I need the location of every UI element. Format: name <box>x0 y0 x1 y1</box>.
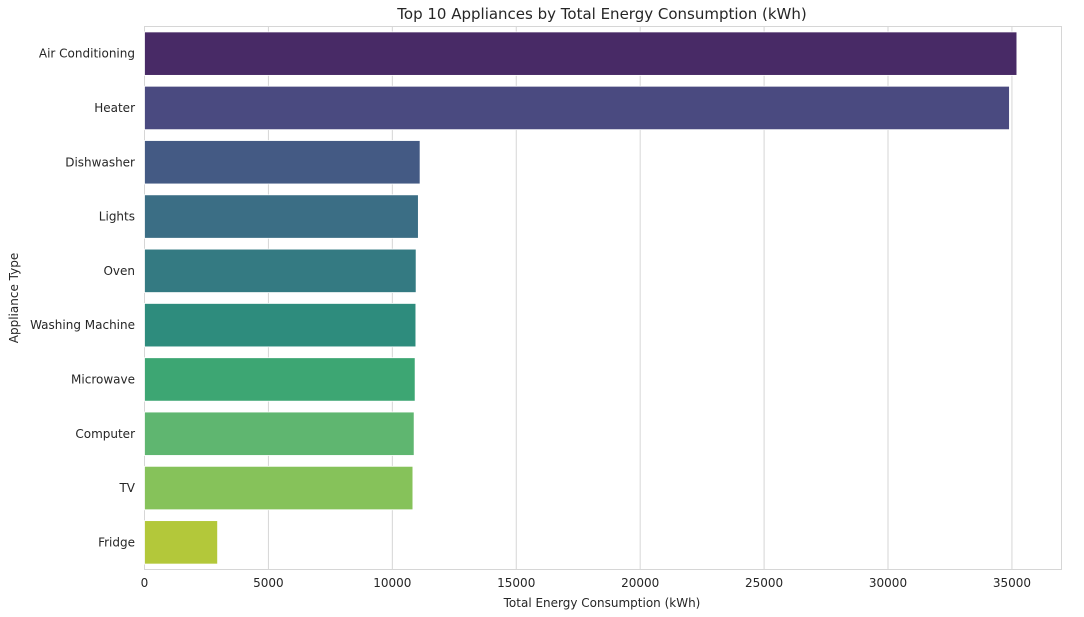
bar-computer <box>144 411 415 456</box>
y-tick-label: Washing Machine <box>30 318 135 332</box>
y-tick-label: Heater <box>94 101 135 115</box>
x-tick-label: 15000 <box>497 576 535 590</box>
x-tick-label: 30000 <box>869 576 907 590</box>
bar-dishwasher <box>144 140 421 185</box>
bar-tv <box>144 465 414 511</box>
bar-oven <box>144 248 417 293</box>
bar-washing-machine <box>144 303 417 348</box>
x-tick-labels: 0 5000 10000 15000 20000 25000 30000 35000 <box>141 576 1031 590</box>
y-tick-label: Oven <box>103 264 135 278</box>
bar-air-conditioning <box>144 31 1018 76</box>
plot-frame <box>144 26 1062 570</box>
y-tick-label: Lights <box>99 210 135 224</box>
bars <box>144 31 1018 565</box>
chart-title: Top 10 Appliances by Total Energy Consum… <box>396 5 806 23</box>
y-tick-label: Microwave <box>71 372 135 386</box>
x-tick-label: 10000 <box>373 576 411 590</box>
y-tick-label: Computer <box>75 427 135 441</box>
x-tick-label: 35000 <box>993 576 1031 590</box>
x-tick-label: 25000 <box>745 576 783 590</box>
x-tick-label: 0 <box>141 576 149 590</box>
y-axis-label: Appliance Type <box>7 253 21 343</box>
y-tick-label: Dishwasher <box>65 155 135 169</box>
x-tick-label: 20000 <box>621 576 659 590</box>
bar-lights <box>144 194 419 239</box>
bar-microwave <box>144 357 416 402</box>
bar-fridge <box>144 520 219 565</box>
x-axis-label: Total Energy Consumption (kWh) <box>503 596 701 610</box>
bar-heater <box>144 85 1010 131</box>
y-tick-labels: Air Conditioning Heater Dishwasher Lights Ov… <box>30 47 136 550</box>
x-tick-label: 5000 <box>253 576 284 590</box>
y-tick-label: TV <box>118 481 135 495</box>
y-tick-label: Fridge <box>98 535 135 549</box>
y-tick-label: Air Conditioning <box>39 47 135 61</box>
